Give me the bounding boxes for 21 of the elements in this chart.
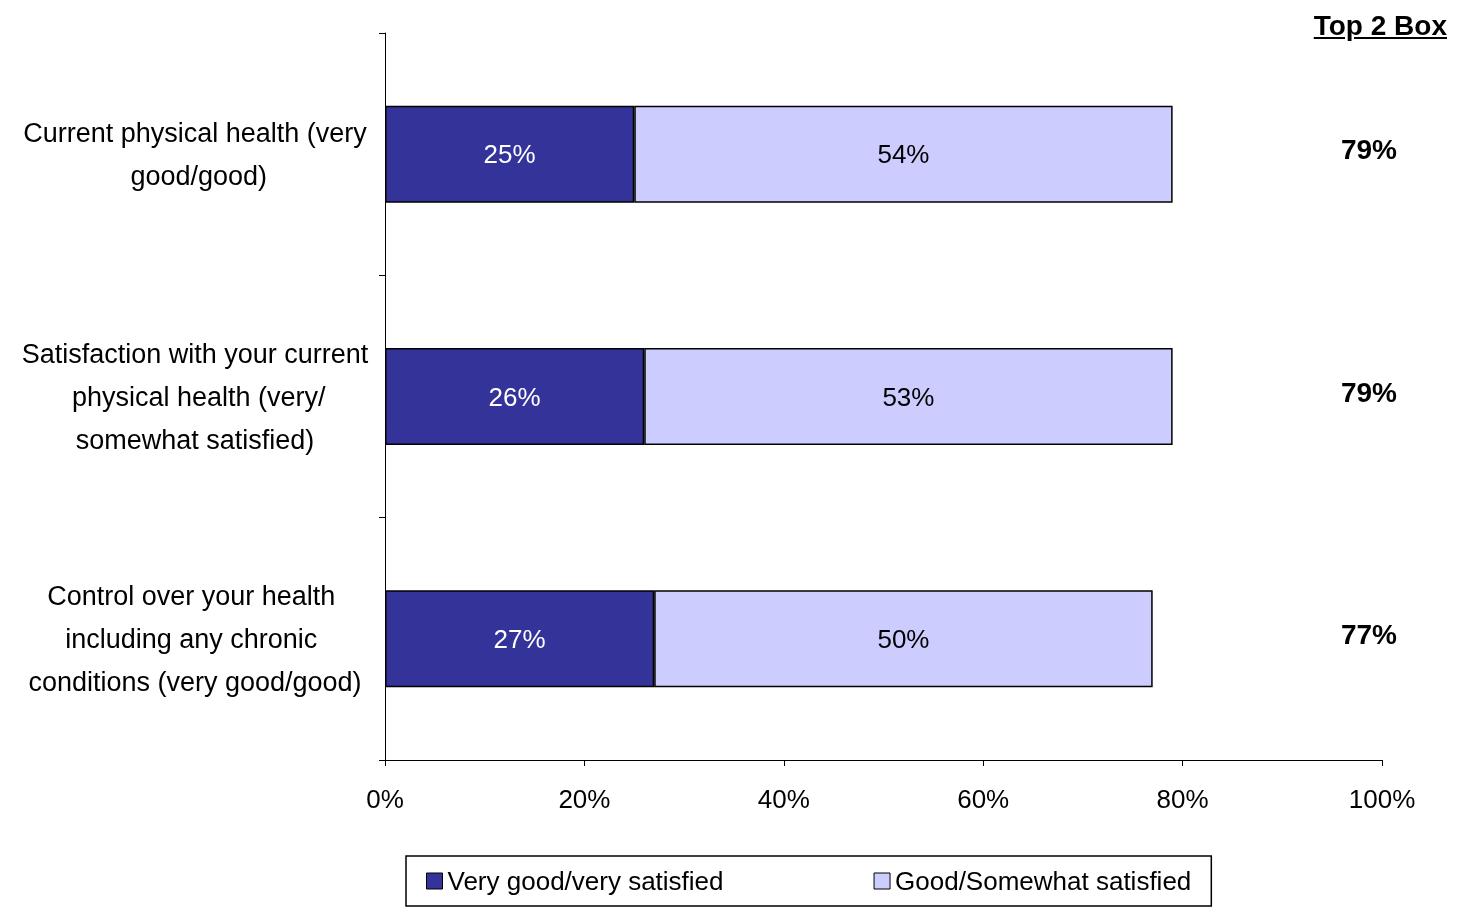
x-tick-label: 40%: [757, 784, 810, 814]
data-label: 26%: [488, 381, 541, 412]
x-tick-label: 20%: [558, 784, 611, 814]
legend-label: Very good/very satisfied: [447, 866, 724, 896]
data-label: 50%: [877, 623, 930, 654]
data-label: 54%: [877, 139, 930, 170]
x-tick-label: 80%: [1156, 784, 1209, 814]
annotation: 79%: [1340, 376, 1397, 409]
data-label: 27%: [493, 623, 546, 654]
y-tick-label: Current physical health (very good/good): [23, 117, 368, 191]
annotation: 79%: [1340, 134, 1397, 167]
data-label: 25%: [483, 139, 536, 170]
y-tick-label: Control over your health including any chronic conditions (very good/good): [28, 580, 362, 697]
x-tick-label: 100%: [1348, 784, 1416, 814]
legend-label: Good/Somewhat satisfied: [895, 866, 1192, 896]
annotation: 77%: [1340, 618, 1397, 651]
y-tick-label: Satisfaction with your current physical health (very/somewhat satisfied): [21, 338, 369, 455]
x-tick-label: 60%: [957, 784, 1010, 814]
x-tick-label: 0%: [366, 784, 404, 814]
annotation: Top 2 Box: [1313, 10, 1447, 42]
data-label: 53%: [882, 381, 935, 412]
